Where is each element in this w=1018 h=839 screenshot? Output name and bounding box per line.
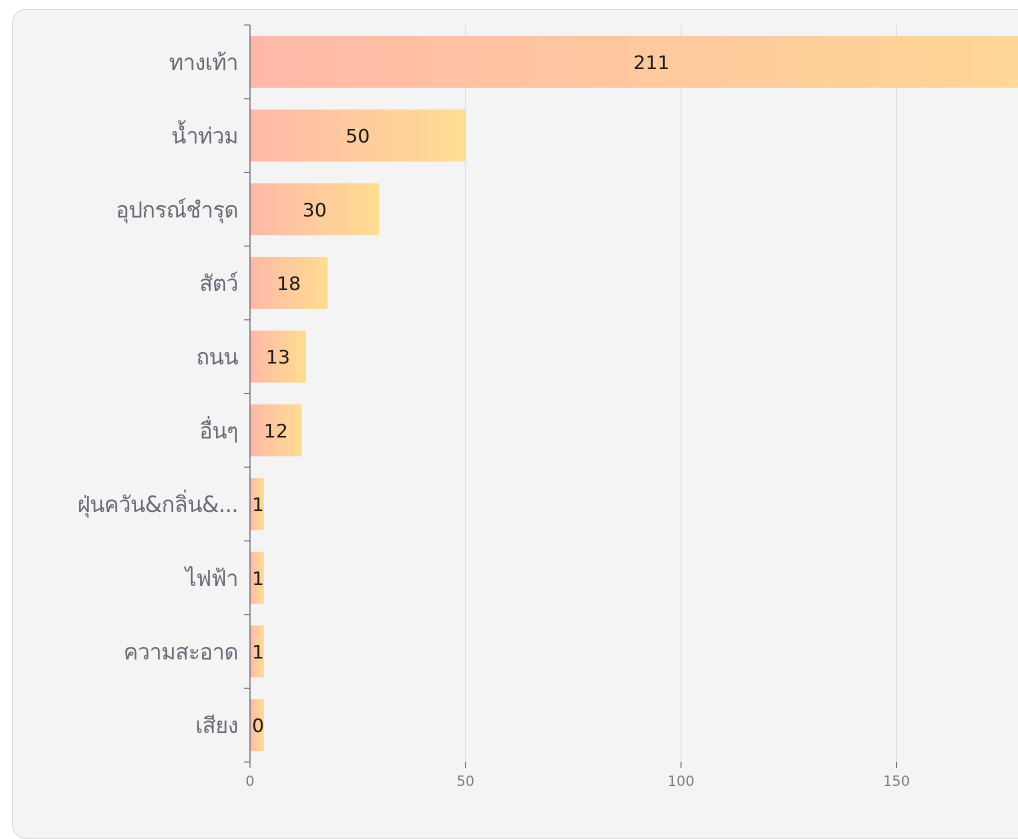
bar — [250, 551, 264, 604]
bar — [250, 625, 264, 678]
bar — [250, 478, 264, 531]
labels: 0 50 100 150 ทางเท้า 211 น้ำท่วม 50 อุปกรณ์ชำรุด… — [77, 51, 910, 790]
bar — [250, 404, 302, 457]
data-label: 12 — [264, 420, 288, 442]
category-label: ถนน — [196, 346, 238, 371]
category-label: ทางเท้า — [169, 51, 238, 76]
bars — [250, 35, 1018, 752]
chart-card: 0 50 100 150 ทางเท้า 211 น้ำท่วม 50 อุปกรณ์ชำรุด… — [12, 9, 1018, 839]
bar — [250, 699, 264, 752]
data-label: 1 — [252, 494, 264, 516]
category-label: ฝุ่นควัน&กลิ่น&... — [77, 489, 238, 518]
category-label: น้ำท่วม — [171, 121, 238, 150]
x-tick-label: 150 — [883, 774, 910, 790]
x-tick-label: 0 — [246, 774, 255, 790]
data-label: 0 — [252, 715, 264, 737]
axes — [244, 24, 897, 768]
category-label: ความสะอาด — [123, 640, 238, 665]
data-label: 1 — [252, 641, 264, 663]
x-tick-label: 100 — [668, 774, 695, 790]
category-label: อุปกรณ์ชำรุด — [116, 198, 238, 223]
category-label: อื่นๆ — [199, 415, 238, 444]
x-tick-label: 50 — [457, 774, 475, 790]
bar — [250, 330, 307, 383]
data-label: 13 — [266, 347, 290, 369]
data-label: 211 — [633, 52, 669, 74]
bar — [250, 35, 1018, 88]
gridlines — [465, 25, 897, 762]
bar-chart: 0 50 100 150 ทางเท้า 211 น้ำท่วม 50 อุปกรณ์ชำรุด… — [77, 24, 1018, 790]
bar — [250, 256, 328, 309]
bar — [250, 183, 380, 236]
category-label: เสียง — [195, 714, 238, 739]
data-label: 30 — [303, 199, 327, 221]
data-label: 50 — [346, 126, 370, 148]
category-label: ไฟฟ้า — [183, 566, 238, 592]
category-label: สัตว์ — [199, 272, 238, 297]
bar — [250, 109, 466, 162]
data-label: 18 — [277, 273, 301, 295]
data-label: 1 — [252, 568, 264, 590]
